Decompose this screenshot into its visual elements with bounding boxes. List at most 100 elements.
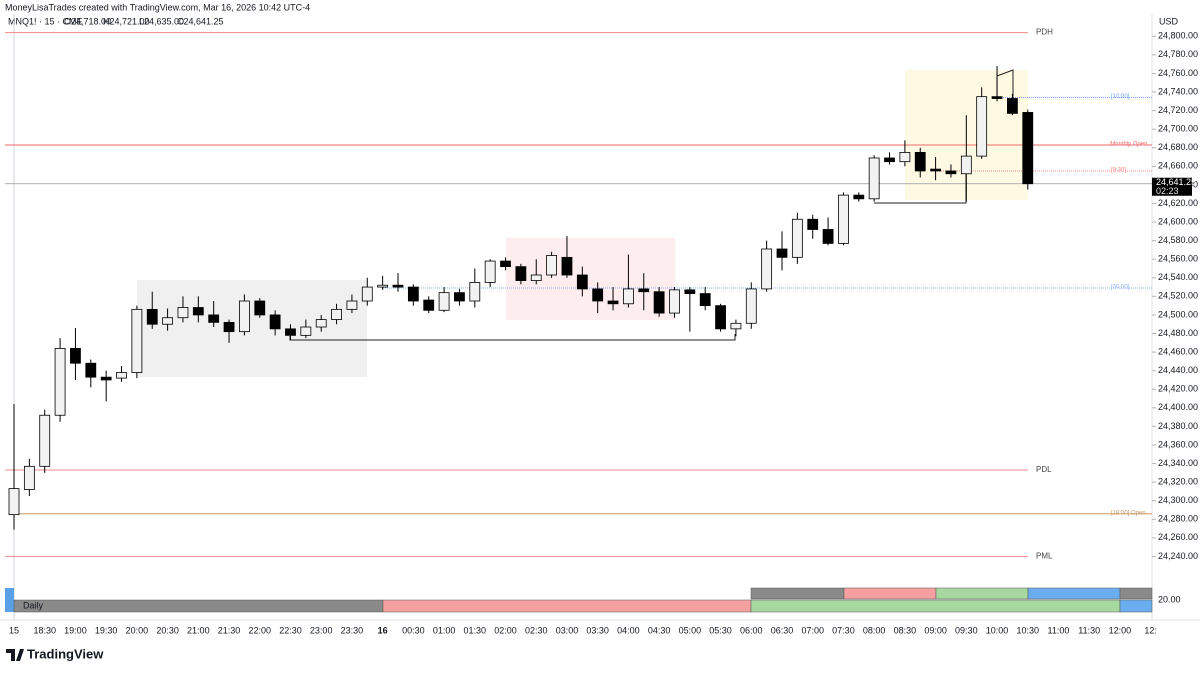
candle-body [546,255,557,276]
x-tick-label: 03:00 [556,625,579,635]
x-tick-label: 20:30 [156,625,179,635]
candle-body [300,326,312,336]
candle-body [192,307,204,316]
x-tick-label: 06:30 [771,625,794,635]
x-tick-label: 10:00 [986,625,1009,635]
currency: USD [1159,16,1179,26]
candle-body [484,260,496,283]
candle-body [653,291,665,314]
x-tick-label: 10:30 [1016,625,1039,635]
candle-body [530,274,542,281]
candle-body [377,284,389,288]
level-label: [18:00] Open [1111,510,1146,516]
x-tick-label: 08:00 [863,625,886,635]
y-tick-label: 24,320.00 [1158,476,1198,486]
candle-body [761,248,773,290]
candle-body [914,151,926,172]
candle-body [884,157,895,163]
x-tick-label: 19:30 [95,625,118,635]
panel-segment [1119,599,1153,613]
y-tick-label: 24,360.00 [1158,439,1198,449]
x-tick-label: 05:00 [679,625,702,635]
candle-body [177,307,189,319]
legend-close: C24,641.25 [177,16,224,26]
x-tick-label: 23:30 [341,625,364,635]
y-tick-label: 24,740.00 [1158,86,1198,96]
candle-body [930,168,941,172]
panel-label: Daily [23,600,44,610]
candle-body [976,96,988,157]
level-label: PML [1036,552,1053,561]
panel-segment [1119,587,1153,600]
candle-body [822,229,834,244]
footer-logo: TradingView [6,646,104,661]
x-tick-label: 01:30 [464,625,487,635]
candle-body [623,288,634,305]
level-label: PDL [1036,465,1052,474]
candle-body [392,284,404,288]
y-tick-label: 24,780.00 [1158,49,1198,59]
y-tick-label: 24,340.00 [1158,458,1198,468]
legend-low: L24,635.00 [139,16,184,26]
x-tick-label: 19:00 [64,625,87,635]
x-tick-label: 23:00 [310,625,333,635]
candle-body [285,328,296,336]
candle-body [715,305,726,330]
candle-body [469,282,481,302]
x-tick-label: 22:30 [279,625,302,635]
candle-body [454,292,465,302]
x-tick-label: 00:30 [402,625,425,635]
candle-body [1007,98,1018,114]
candle-body [776,248,788,258]
x-tick-label: 06:00 [740,625,763,635]
candle-body [991,96,1003,99]
y-tick-label: 24,460.00 [1158,346,1198,356]
x-tick-label: 11:30 [1078,625,1100,635]
candle-body [23,465,35,490]
x-tick-label: 08:30 [894,625,917,635]
panel-segment [750,587,845,600]
y-tick-label: 24,580.00 [1158,235,1198,245]
x-tick-label: 03:30 [586,625,609,635]
candle-body [868,157,880,200]
legend-symbol: MNQ1! · 15 · CME [8,16,83,26]
y-tick-label: 24,680.00 [1158,142,1198,152]
x-tick-label: 09:30 [955,625,978,635]
x-tick-label: 01:00 [433,625,456,635]
session-panel: Daily 20.00 [5,587,1181,613]
candle-body [407,286,419,302]
x-tick-label: 07:30 [832,625,855,635]
x-tick-label: 02:00 [494,625,517,635]
candle-body [100,376,112,381]
footer-text: TradingView [27,646,104,661]
candle-body [638,288,650,293]
candle-body [146,308,158,325]
y-tick-label: 24,800.00 [1158,31,1198,41]
x-tick-label: 12:00 [1109,625,1132,635]
y-tick-label: 24,400.00 [1158,402,1198,412]
candle-body [807,218,819,230]
candle-body [361,286,373,302]
range-box [137,280,367,377]
candle-body [669,289,680,314]
candle-body [54,347,66,416]
panel-segment [13,599,384,613]
y-tick-label: 24,720.00 [1158,105,1198,115]
y-tick-label: 24,660.00 [1158,161,1198,171]
candle-body [116,372,127,379]
candle-body [945,170,957,175]
candle-body [960,155,972,175]
countdown: 02:23 [1156,186,1179,196]
candle-body [745,288,757,324]
panel-segment [750,599,1121,613]
level-label: [9:30] [1111,168,1126,174]
panel-segment [1027,587,1121,600]
candle-body [162,317,174,325]
candle-body [791,218,803,258]
level-label: Monthly Open [1110,142,1148,148]
candle-body [899,151,911,163]
panel-segment [382,599,752,613]
candle-body [423,299,435,311]
legend-open: O24,718.00 [64,16,111,26]
x-tick-label: 07:00 [801,625,824,635]
